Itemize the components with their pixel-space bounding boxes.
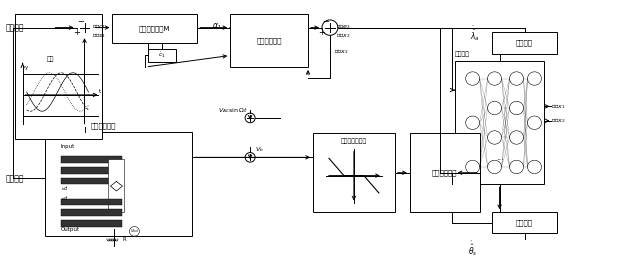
Text: 神経网络: 神経网络 xyxy=(455,52,470,57)
Bar xyxy=(410,133,479,212)
Text: ...: ... xyxy=(495,153,503,162)
Text: 变量$x_2$: 变量$x_2$ xyxy=(336,31,350,40)
Bar xyxy=(60,220,122,227)
Text: y: y xyxy=(25,66,28,70)
Bar xyxy=(60,209,122,216)
Text: 误差$e_2$: 误差$e_2$ xyxy=(336,22,350,31)
Text: −: − xyxy=(77,17,84,26)
Circle shape xyxy=(510,131,523,144)
Text: $\alpha_1$: $\alpha_1$ xyxy=(212,22,222,32)
Text: 变量$x_2$: 变量$x_2$ xyxy=(552,116,566,125)
Bar xyxy=(60,199,122,205)
Circle shape xyxy=(466,72,479,85)
Text: 自适应律: 自适应律 xyxy=(516,220,533,226)
Text: 量$d$: 量$d$ xyxy=(60,194,68,202)
Circle shape xyxy=(466,116,479,129)
Circle shape xyxy=(528,116,542,129)
Circle shape xyxy=(487,101,502,115)
Circle shape xyxy=(510,101,523,115)
Bar xyxy=(112,14,197,43)
Circle shape xyxy=(322,20,338,35)
Text: 参考信号: 参考信号 xyxy=(6,23,24,32)
Bar xyxy=(15,55,102,127)
Text: +: + xyxy=(318,28,325,37)
Bar xyxy=(60,167,122,174)
Text: 自适应律: 自适应律 xyxy=(516,40,533,46)
Text: $\dot{\hat{\theta}}_s$: $\dot{\hat{\theta}}_s$ xyxy=(468,239,477,258)
Text: 变量$x_2$: 变量$x_2$ xyxy=(334,47,349,56)
Text: 正切障碍函数M: 正切障碍函数M xyxy=(139,25,170,32)
Text: $V_{out}$: $V_{out}$ xyxy=(130,228,139,235)
Bar xyxy=(109,159,125,212)
Bar xyxy=(15,14,102,139)
Text: $\dot{\hat{\lambda}}_a$: $\dot{\hat{\lambda}}_a$ xyxy=(470,24,479,43)
Text: $V_b$: $V_b$ xyxy=(255,145,264,154)
Circle shape xyxy=(245,152,255,162)
Circle shape xyxy=(510,160,523,174)
Text: 非对称死区输入: 非对称死区输入 xyxy=(341,138,367,144)
Text: 变量$x_1$: 变量$x_1$ xyxy=(552,102,566,111)
Bar xyxy=(492,32,557,54)
Text: 虚拟控制输入: 虚拟控制输入 xyxy=(256,37,282,44)
Circle shape xyxy=(245,113,255,123)
Text: $V_{AC}\sin\Omega t$: $V_{AC}\sin\Omega t$ xyxy=(218,106,248,115)
Text: +: + xyxy=(73,28,80,37)
Text: 反馈信号: 反馈信号 xyxy=(6,174,24,183)
Text: 纳米机电系统: 纳米机电系统 xyxy=(91,122,116,128)
Text: 误差$c_1$: 误差$c_1$ xyxy=(93,22,107,31)
Circle shape xyxy=(77,20,93,35)
Bar xyxy=(148,49,176,62)
Circle shape xyxy=(487,131,502,144)
Bar xyxy=(44,132,193,236)
Circle shape xyxy=(528,72,542,85)
Text: - -: - - xyxy=(224,24,231,30)
Text: R: R xyxy=(122,236,126,241)
Bar xyxy=(492,212,557,233)
Text: 实际控制输入: 实际控制输入 xyxy=(432,169,457,176)
Text: −: − xyxy=(323,17,329,26)
Text: 量$d$: 量$d$ xyxy=(60,184,68,192)
Circle shape xyxy=(510,72,523,85)
Circle shape xyxy=(466,160,479,174)
Text: 变量$s_1$: 变量$s_1$ xyxy=(93,31,107,40)
Bar xyxy=(60,156,122,163)
Circle shape xyxy=(487,160,502,174)
Text: $\dot{c}_1$: $\dot{c}_1$ xyxy=(159,51,166,60)
Circle shape xyxy=(487,72,502,85)
Bar xyxy=(230,14,308,67)
Bar xyxy=(455,61,544,184)
Circle shape xyxy=(130,227,139,236)
Bar xyxy=(60,177,122,184)
Text: Input: Input xyxy=(60,144,75,149)
Text: Output: Output xyxy=(60,227,80,232)
Bar xyxy=(313,133,395,212)
Text: t: t xyxy=(99,90,101,94)
Text: 约束: 约束 xyxy=(47,57,54,62)
Circle shape xyxy=(528,160,542,174)
